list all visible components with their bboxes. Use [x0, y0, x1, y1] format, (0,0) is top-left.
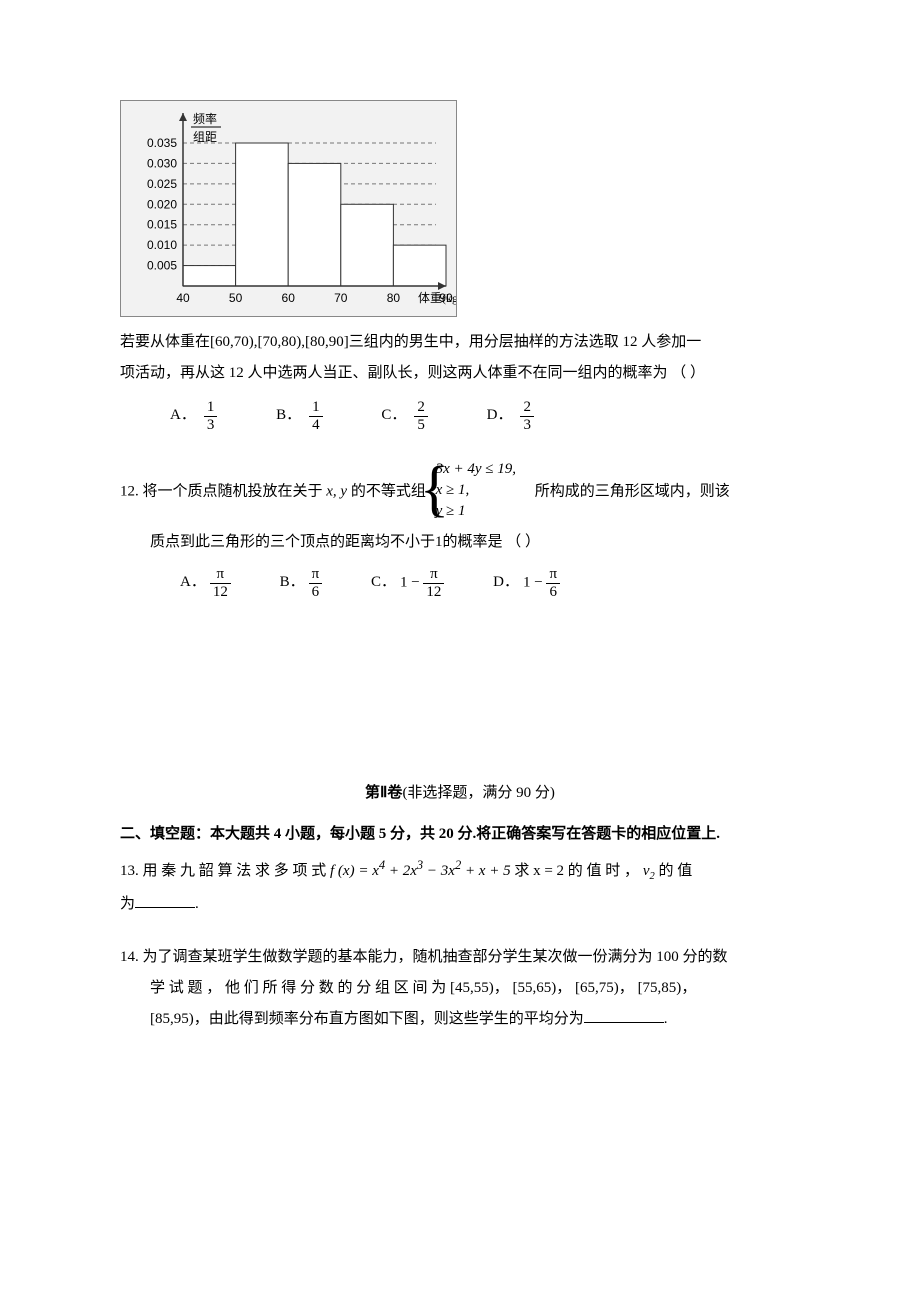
q14-i3: [65,75): [575, 980, 619, 996]
section2-heading: 二、填空题：本大题共 4 小题，每小题 5 分，共 20 分.将正确答案写在答题…: [120, 821, 800, 848]
q14-line1: 14. 为了调查某班学生做数学题的基本能力，随机抽查部分学生某次做一份满分为 1…: [120, 944, 800, 971]
svg-text:40: 40: [176, 291, 190, 305]
q14-i4: [75,85): [638, 980, 682, 996]
q13-line2: 为.: [120, 891, 800, 918]
q12-stem-line2: 质点到此三角形的三个顶点的距离均不小于1的概率是 （ ）: [120, 529, 800, 556]
q12-text-c: 所构成的三角形区域内，则该: [535, 483, 730, 499]
q11-stem-line1: 若要从体重在[60,70),[70,80),[80,90]三组内的男生中，用分层…: [120, 329, 800, 356]
q14-i5: [85,95): [150, 1011, 194, 1027]
q14-line3: [85,95)，由此得到频率分布直方图如下图，则这些学生的平均分为.: [120, 1006, 800, 1033]
q12-text-a: 将一个质点随机投放在关于: [143, 483, 323, 499]
q12-one: 1: [435, 534, 443, 550]
svg-text:0.015: 0.015: [147, 218, 177, 232]
q13-v2: v2: [643, 863, 655, 879]
svg-text:70: 70: [334, 291, 348, 305]
q13-blank[interactable]: [135, 892, 195, 908]
q12-text-d: 质点到此三角形的三个顶点的距离均不小于: [150, 534, 435, 550]
q14-i1: [45,55): [450, 980, 494, 996]
q11-stem-line2: 项活动，再从这 12 人中选两人当正、副队长，则这两人体重不在同一组内的概率为 …: [120, 360, 800, 387]
svg-text:0.010: 0.010: [147, 238, 177, 252]
q13-period: .: [195, 896, 199, 912]
q13-label: 13.: [120, 863, 139, 879]
svg-text:0.030: 0.030: [147, 156, 177, 170]
q12-label: 12.: [120, 483, 139, 499]
q14-text-a: 为了调查某班学生做数学题的基本能力，随机抽查部分学生某次做一份满分为 100 分…: [143, 949, 728, 965]
q11-options: A．13 B．14 C．25 D．23: [170, 399, 800, 433]
svg-text:0.035: 0.035: [147, 136, 177, 150]
q14-period: .: [664, 1011, 668, 1027]
q12-text-e: 的概率是 （ ）: [443, 534, 541, 550]
q14-line2: 学 试 题 ， 他 们 所 得 分 数 的 分 组 区 间 为 [45,55)，…: [120, 975, 800, 1002]
q14-text-b: 学 试 题 ， 他 们 所 得 分 数 的 分 组 区 间 为: [150, 980, 446, 996]
q11-option-a[interactable]: A．13: [170, 399, 217, 433]
svg-text:体重(kg): 体重(kg): [418, 291, 456, 305]
svg-text:50: 50: [229, 291, 243, 305]
svg-text:0.025: 0.025: [147, 177, 177, 191]
q13-fx: f (x) = x4 + 2x3 − 3x2 + x + 5: [330, 863, 511, 879]
q11-intervals: [60,70),[70,80),[80,90]: [210, 334, 349, 350]
q12-option-d[interactable]: D．1 − π6: [493, 566, 560, 600]
q12-stem-line1: 12. 将一个质点随机投放在关于 x, y 的不等式组 { 3x + 4y ≤ …: [120, 459, 800, 525]
q13-text-d: 为: [120, 896, 135, 912]
q12-option-b[interactable]: B．π6: [280, 566, 323, 600]
q13-text-b: 求 x = 2 的 值 时 ，: [514, 863, 639, 879]
q13-line1: 13. 用 秦 九 韶 算 法 求 多 项 式 f (x) = x4 + 2x3…: [120, 854, 800, 887]
q12-option-a[interactable]: A．π12: [180, 566, 231, 600]
q11-option-d[interactable]: D．23: [487, 399, 534, 433]
svg-text:组距: 组距: [193, 130, 217, 144]
q12-inequality-system: { 3x + 4y ≤ 19, x ≥ 1, y ≥ 1: [430, 459, 516, 525]
q14-i2: [55,65): [513, 980, 557, 996]
svg-text:频率: 频率: [193, 111, 217, 126]
q11-text-b: 三组内的男生中，用分层抽样的方法选取 12 人参加一: [349, 334, 702, 350]
svg-text:80: 80: [387, 291, 401, 305]
q12-vars: x, y: [326, 483, 347, 499]
q13-text-c: 的 值: [658, 863, 692, 879]
q14-text-d: ，由此得到频率分布直方图如下图，则这些学生的平均分为: [194, 1011, 584, 1027]
q11-option-c[interactable]: C．25: [381, 399, 428, 433]
q11-text-a: 若要从体重在: [120, 334, 210, 350]
svg-text:0.005: 0.005: [147, 259, 177, 273]
q12-options: A．π12 B．π6 C．1 − π12 D．1 − π6: [180, 566, 800, 600]
q11-option-b[interactable]: B．14: [276, 399, 323, 433]
q14-label: 14.: [120, 949, 139, 965]
svg-text:60: 60: [282, 291, 296, 305]
q13-text-a: 用 秦 九 韶 算 法 求 多 项 式: [143, 863, 331, 879]
q14-blank[interactable]: [584, 1007, 664, 1023]
section2-title: 第Ⅱ卷(非选择题，满分 90 分): [120, 780, 800, 807]
q12-option-c[interactable]: C．1 − π12: [371, 566, 444, 600]
q11-text-c: 项活动，再从这 12 人中选两人当正、副队长，则这两人体重不在同一组内的概率为 …: [120, 365, 705, 381]
section2-title-b: (非选择题，满分 90 分): [402, 785, 555, 801]
section2-title-a: 第Ⅱ卷: [365, 785, 402, 801]
q12-text-b: 的不等式组: [351, 483, 426, 499]
q11-histogram: 0.005 0.010 0.015 0.020 0.025 0.030 0.035 40 50 6…: [120, 100, 457, 317]
svg-text:0.020: 0.020: [147, 197, 177, 211]
